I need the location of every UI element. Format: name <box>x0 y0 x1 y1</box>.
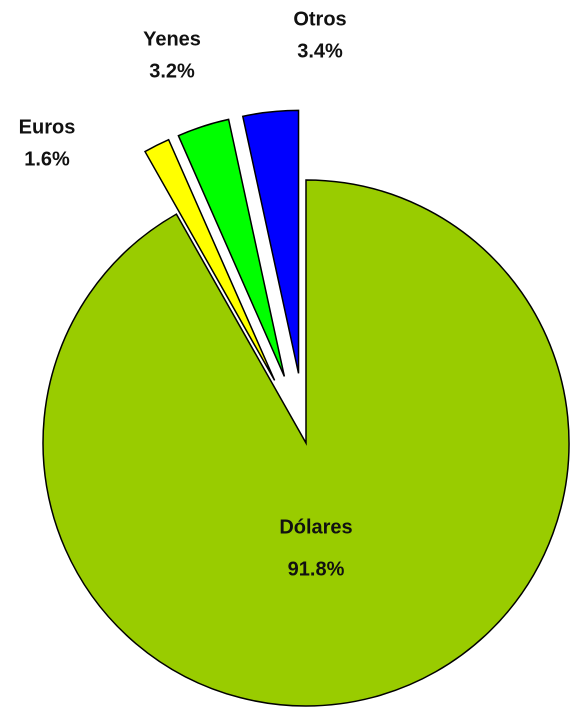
pie-slice <box>42 179 570 707</box>
slice-name: Yenes <box>143 28 201 50</box>
pie-slice <box>144 138 276 381</box>
slice-value: 1.6% <box>24 148 70 170</box>
slice-value: 3.2% <box>149 60 195 82</box>
pie-slice <box>241 109 300 374</box>
slice-name: Otros <box>293 8 346 30</box>
slice-name: Dólares <box>279 516 352 538</box>
slice-value: 3.4% <box>297 40 343 62</box>
slice-value: 91.8% <box>288 558 345 580</box>
slice-name: Euros <box>19 116 76 138</box>
pie-slice <box>177 118 286 377</box>
